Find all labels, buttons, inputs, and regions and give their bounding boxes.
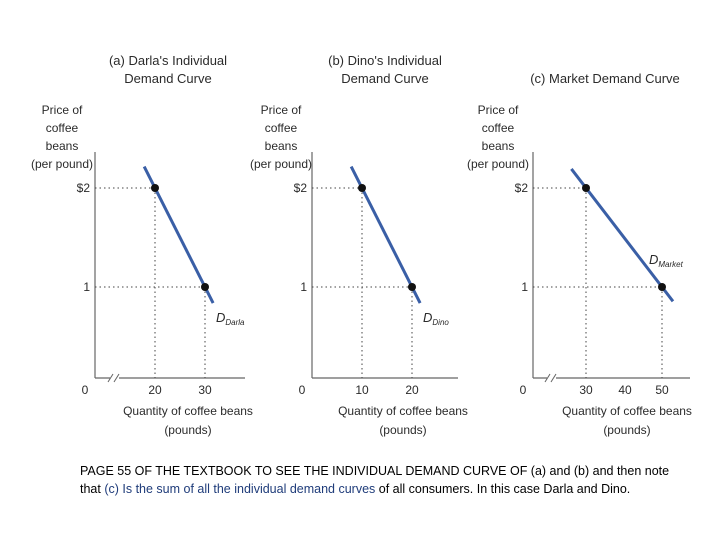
y-tick-label: 1	[83, 280, 90, 294]
data-point	[151, 184, 159, 192]
y-axis-label: coffee	[482, 121, 515, 135]
chart-panel-2: (b) Dino's Individual Demand Curve Price o…	[250, 53, 468, 437]
x-axis-label: Quantity of coffee beans	[562, 404, 692, 418]
x-tick-label: 20	[405, 383, 419, 397]
data-point	[658, 283, 666, 291]
axis-break-mark	[550, 373, 557, 383]
x-tick-label: 0	[520, 383, 527, 397]
y-axis-label: beans	[265, 139, 298, 153]
axis-break-mark	[113, 373, 120, 383]
y-axis-label: coffee	[46, 121, 79, 135]
y-axis-label: (per pound)	[31, 157, 93, 171]
y-tick-label: $2	[515, 181, 529, 195]
x-axis-label: Quantity of coffee beans	[123, 404, 253, 418]
caption: PAGE 55 OF THE TEXTBOOK TO SEE THE INDIV…	[80, 462, 680, 498]
curve-label: DDarla	[216, 310, 245, 327]
caption-text-start: PAGE 55 OF THE TEXTBOOK TO SEE THE INDIV…	[80, 464, 670, 496]
axis-break-mark	[107, 373, 114, 383]
y-tick-label: 1	[521, 280, 528, 294]
x-tick-label: 20	[148, 383, 162, 397]
caption-highlight: (c) Is the sum of all the individual dem…	[104, 482, 376, 496]
chart-panel-1: (a) Darla's Individual Demand Curve Price …	[31, 53, 253, 437]
x-tick-label: 30	[198, 383, 212, 397]
x-axis-label: (pounds)	[603, 423, 650, 437]
axis-break-mark	[544, 373, 551, 383]
x-tick-label: 50	[655, 383, 669, 397]
curve-label: DDino	[423, 310, 449, 327]
y-axis-label: (per pound)	[250, 157, 312, 171]
data-point	[582, 184, 590, 192]
y-axis-label: Price of	[478, 103, 519, 117]
x-tick-label: 30	[579, 383, 593, 397]
axis-break-gap	[547, 373, 556, 383]
axis-break-gap	[110, 373, 119, 383]
x-tick-label: 40	[618, 383, 632, 397]
chart-title: (c) Market Demand Curve	[530, 71, 680, 86]
y-axis-label: Price of	[261, 103, 302, 117]
chart-title: Demand Curve	[341, 71, 428, 86]
x-axis-label: (pounds)	[164, 423, 211, 437]
data-point	[201, 283, 209, 291]
caption-text-end: of all consumers. In this case Darla and…	[375, 482, 631, 496]
data-point	[408, 283, 416, 291]
y-tick-label: $2	[77, 181, 91, 195]
chart-title: Demand Curve	[124, 71, 211, 86]
y-axis-label: (per pound)	[467, 157, 529, 171]
curve-label: DMarket	[649, 252, 684, 269]
y-tick-label: 1	[300, 280, 307, 294]
x-axis-label: (pounds)	[379, 423, 426, 437]
chart-title: (a) Darla's Individual	[109, 53, 227, 68]
y-axis-label: coffee	[265, 121, 298, 135]
x-tick-label: 0	[299, 383, 306, 397]
data-point	[358, 184, 366, 192]
y-axis-label: Price of	[42, 103, 83, 117]
x-tick-label: 10	[355, 383, 369, 397]
y-tick-label: $2	[294, 181, 308, 195]
y-axis-label: beans	[46, 139, 79, 153]
x-axis-label: Quantity of coffee beans	[338, 404, 468, 418]
x-tick-label: 0	[82, 383, 89, 397]
chart-panel-3: (c) Market Demand Curve Price of coffee bea…	[467, 71, 692, 437]
y-axis-label: beans	[482, 139, 515, 153]
demand-curve-figure: (a) Darla's Individual Demand Curve Price …	[31, 53, 692, 437]
chart-title: (b) Dino's Individual	[328, 53, 442, 68]
